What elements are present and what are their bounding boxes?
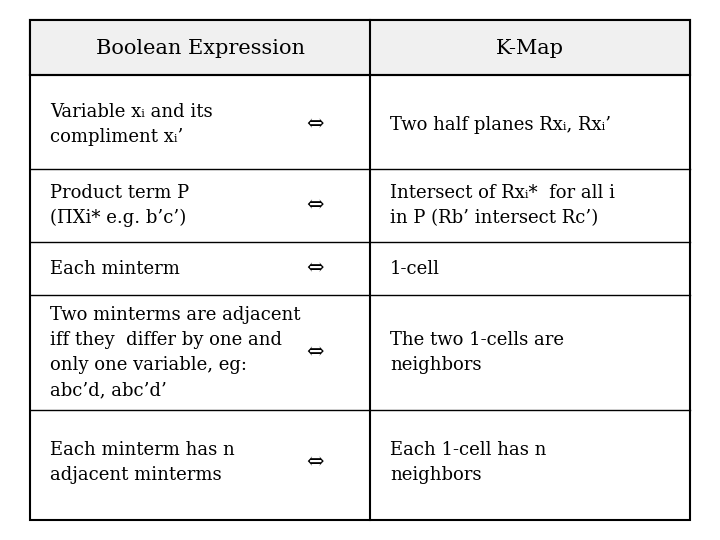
FancyBboxPatch shape <box>30 20 690 520</box>
Text: ⇔: ⇔ <box>306 343 324 362</box>
Text: Two half planes Rxᵢ, Rxᵢ’: Two half planes Rxᵢ, Rxᵢ’ <box>390 116 611 133</box>
Text: Variable xᵢ and its
compliment xᵢ’: Variable xᵢ and its compliment xᵢ’ <box>50 103 212 146</box>
Text: Each minterm has n
adjacent minterms: Each minterm has n adjacent minterms <box>50 441 235 484</box>
Text: 1-cell: 1-cell <box>390 260 440 278</box>
Text: Two minterms are adjacent
iff they  differ by one and
only one variable, eg:
abc: Two minterms are adjacent iff they diffe… <box>50 306 300 399</box>
Text: Product term P
(ΠXi* e.g. b’c’): Product term P (ΠXi* e.g. b’c’) <box>50 184 189 227</box>
Text: ⇔: ⇔ <box>306 259 324 278</box>
Text: ⇔: ⇔ <box>306 196 324 215</box>
Text: Each 1-cell has n
neighbors: Each 1-cell has n neighbors <box>390 441 546 484</box>
Text: Each minterm: Each minterm <box>50 260 180 278</box>
Text: Intersect of Rxᵢ*  for all i
in P (Rb’ intersect Rc’): Intersect of Rxᵢ* for all i in P (Rb’ in… <box>390 184 615 227</box>
Text: K-Map: K-Map <box>496 38 564 57</box>
Text: The two 1-cells are
neighbors: The two 1-cells are neighbors <box>390 331 564 374</box>
Text: ⇔: ⇔ <box>306 453 324 472</box>
FancyBboxPatch shape <box>30 20 690 75</box>
Text: Boolean Expression: Boolean Expression <box>96 38 305 57</box>
Text: ⇔: ⇔ <box>306 115 324 134</box>
